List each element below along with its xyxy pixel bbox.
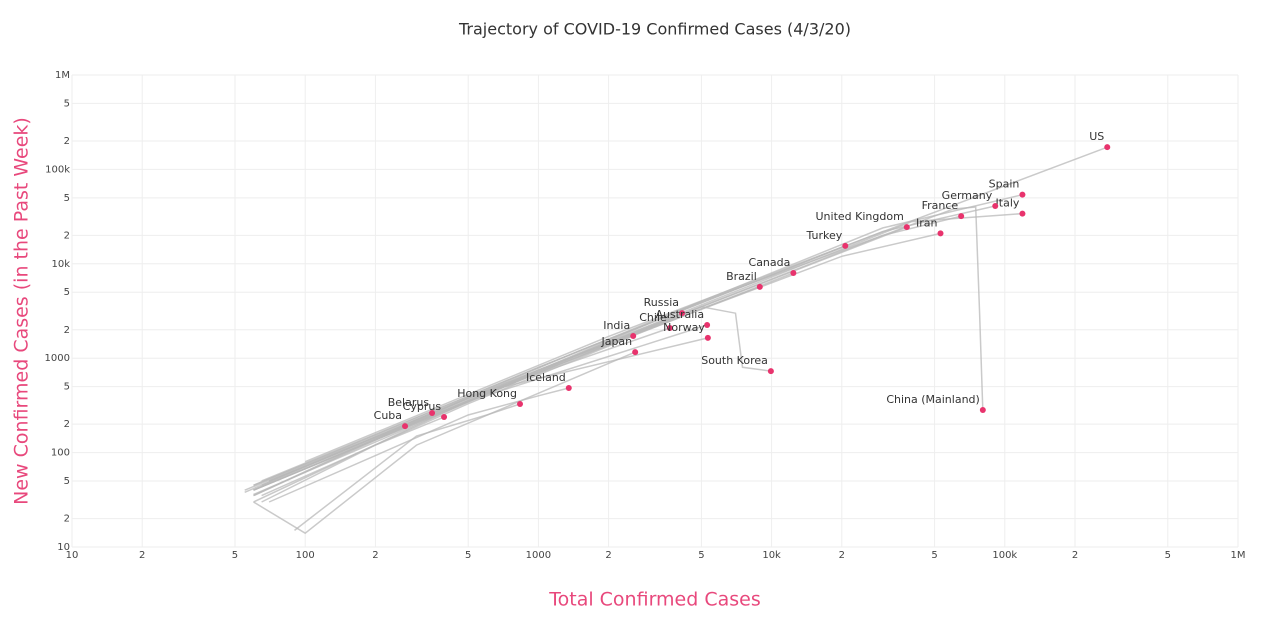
- point: [1019, 191, 1026, 198]
- point-label: China (Mainland): [886, 393, 980, 406]
- trajectory-line: [261, 416, 445, 503]
- point: [992, 202, 999, 209]
- y-tick-label: 100k: [45, 164, 70, 175]
- x-tick-label: 2: [839, 550, 845, 561]
- point-label: United Kingdom: [816, 210, 904, 223]
- y-tick-label: 2: [64, 419, 70, 430]
- point-label: India: [603, 319, 630, 332]
- y-tick-label: 2: [64, 514, 70, 525]
- point-label: Spain: [989, 178, 1020, 191]
- x-tick-label: 5: [465, 550, 471, 561]
- x-tick-label: 1M: [1231, 550, 1246, 561]
- y-tick-label: 10: [57, 542, 70, 553]
- point-label: US: [1089, 130, 1104, 143]
- point-label: Germany: [942, 189, 993, 202]
- y-tick-label: 5: [64, 98, 70, 109]
- point-label: Chile: [639, 311, 667, 324]
- point: [704, 334, 711, 341]
- point-label: Hong Kong: [457, 387, 517, 400]
- point: [756, 283, 763, 290]
- trajectory-line: [304, 245, 846, 463]
- x-tick-label: 100: [296, 550, 315, 561]
- trajectory-line: [477, 206, 984, 411]
- point: [903, 224, 910, 231]
- y-tick-label: 2: [64, 325, 70, 336]
- trajectory-line: [253, 337, 709, 486]
- point-label: Cuba: [374, 409, 402, 422]
- y-tick-label: 5: [64, 193, 70, 204]
- x-tick-label: 5: [232, 550, 238, 561]
- y-tick-label: 2: [64, 136, 70, 147]
- trajectory-line: [294, 403, 521, 531]
- point: [402, 423, 409, 430]
- y-tick-label: 5: [64, 382, 70, 393]
- trajectory-line: [244, 425, 406, 491]
- point-label: Belarus: [388, 396, 430, 409]
- point-label: South Korea: [701, 354, 768, 367]
- x-tick-label: 10: [66, 550, 79, 561]
- trajectory-line: [253, 351, 636, 535]
- point: [679, 310, 686, 317]
- y-tick-label: 100: [51, 448, 70, 459]
- point-label: Turkey: [805, 229, 842, 242]
- point-label: France: [922, 199, 959, 212]
- point: [979, 406, 986, 413]
- point-label: Norway: [663, 321, 705, 334]
- point: [565, 385, 572, 392]
- y-tick-label: 1M: [55, 70, 70, 81]
- point: [630, 332, 637, 339]
- point: [1019, 210, 1026, 217]
- point: [937, 230, 944, 237]
- point-label: Brazil: [726, 270, 757, 283]
- point: [429, 409, 436, 416]
- point: [704, 321, 711, 328]
- y-tick-label: 10k: [51, 259, 70, 270]
- x-tick-label: 2: [605, 550, 611, 561]
- x-tick-label: 100k: [992, 550, 1017, 561]
- point: [517, 401, 524, 408]
- y-tick-label: 5: [64, 476, 70, 487]
- point-label: Russia: [644, 296, 679, 309]
- x-tick-label: 2: [1072, 550, 1078, 561]
- trajectory-line: [261, 335, 634, 497]
- x-axis-title: Total Confirmed Cases: [548, 589, 761, 611]
- point: [767, 368, 774, 375]
- point-label: Canada: [749, 256, 791, 269]
- x-tick-label: 2: [372, 550, 378, 561]
- point: [790, 269, 797, 276]
- point-label: Iran: [916, 216, 938, 229]
- x-tick-label: 5: [698, 550, 704, 561]
- point: [958, 213, 965, 220]
- point-label: Italy: [996, 197, 1020, 210]
- x-tick-label: 5: [931, 550, 937, 561]
- point: [842, 242, 849, 249]
- y-tick-label: 1000: [45, 353, 70, 364]
- x-tick-label: 1000: [526, 550, 551, 561]
- point-label: Iceland: [526, 371, 566, 384]
- point-label: Japan: [600, 335, 632, 348]
- point-label: Cyprus: [403, 400, 442, 413]
- y-axis-title: New Confirmed Cases (in the Past Week): [11, 117, 33, 505]
- x-tick-label: 5: [1165, 550, 1171, 561]
- trajectory-line: [253, 324, 708, 503]
- x-tick-label: 2: [139, 550, 145, 561]
- point: [666, 324, 673, 331]
- point-label: Australia: [655, 308, 704, 321]
- x-tick-label: 10k: [762, 550, 781, 561]
- chart-title: Trajectory of COVID-19 Confirmed Cases (…: [458, 20, 851, 39]
- y-tick-label: 2: [64, 230, 70, 241]
- point: [632, 349, 639, 356]
- point: [1104, 144, 1111, 151]
- point: [441, 414, 448, 421]
- y-tick-label: 5: [64, 287, 70, 298]
- trajectory-line: [268, 387, 569, 503]
- trajectory-line: [253, 306, 771, 491]
